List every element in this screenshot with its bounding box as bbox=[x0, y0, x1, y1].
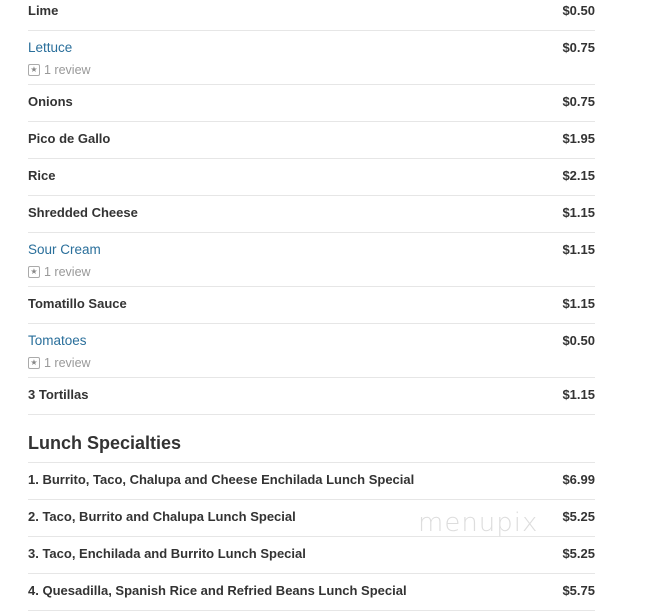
item-name[interactable]: Tomatoes bbox=[28, 333, 87, 348]
review-count[interactable]: ★ 1 review bbox=[28, 264, 595, 280]
item-price: $1.95 bbox=[562, 131, 595, 146]
section-heading: Lunch Specialties bbox=[28, 433, 182, 453]
item-price: $0.50 bbox=[562, 3, 595, 18]
item-name[interactable]: Lettuce bbox=[28, 40, 73, 55]
item-name: Pico de Gallo bbox=[28, 131, 111, 146]
menu-item: Onions $0.75 bbox=[28, 85, 595, 122]
item-name: Shredded Cheese bbox=[28, 205, 138, 220]
item-price: $6.99 bbox=[562, 472, 595, 487]
item-name: 2. Taco, Burrito and Chalupa Lunch Speci… bbox=[28, 509, 296, 524]
review-count[interactable]: ★ 1 review bbox=[28, 62, 595, 78]
item-name: 4. Quesadilla, Spanish Rice and Refried … bbox=[28, 583, 407, 598]
watermark: menupix bbox=[418, 508, 539, 538]
star-icon: ★ bbox=[28, 357, 40, 369]
review-count[interactable]: ★ 1 review bbox=[28, 355, 595, 371]
menu-section: Lime $0.50 Lettuce $0.75 ★ 1 review Onions $0.7… bbox=[28, 0, 595, 611]
menu-item: Lettuce $0.75 ★ 1 review bbox=[28, 31, 595, 85]
item-price: $0.75 bbox=[562, 40, 595, 55]
item-price: $5.25 bbox=[562, 509, 595, 524]
item-price: $0.75 bbox=[562, 94, 595, 109]
item-name: Tomatillo Sauce bbox=[28, 296, 127, 311]
item-price: $0.50 bbox=[562, 333, 595, 348]
item-price: $1.15 bbox=[562, 242, 595, 257]
menu-item: 2. Taco, Burrito and Chalupa Lunch Speci… bbox=[28, 500, 595, 537]
item-name: Rice bbox=[28, 168, 56, 183]
menu-item: 4. Quesadilla, Spanish Rice and Refried … bbox=[28, 574, 595, 611]
item-price: $5.25 bbox=[562, 546, 595, 561]
review-label: 1 review bbox=[44, 63, 91, 77]
menu-item: Tomatillo Sauce $1.15 bbox=[28, 287, 595, 324]
menu-item: Shredded Cheese $1.15 bbox=[28, 196, 595, 233]
star-icon: ★ bbox=[28, 266, 40, 278]
item-price: $1.15 bbox=[562, 296, 595, 311]
item-name: 3. Taco, Enchilada and Burrito Lunch Spe… bbox=[28, 546, 306, 561]
item-price: $5.75 bbox=[562, 583, 595, 598]
item-price: $1.15 bbox=[562, 387, 595, 402]
review-label: 1 review bbox=[44, 265, 91, 279]
menu-item: 3 Tortillas $1.15 bbox=[28, 378, 595, 415]
item-name: 3 Tortillas bbox=[28, 387, 89, 402]
menu-item: Lime $0.50 bbox=[28, 0, 595, 31]
menu-items-list: Lime $0.50 Lettuce $0.75 ★ 1 review Onions $0.7… bbox=[28, 0, 595, 415]
menu-item: Sour Cream $1.15 ★ 1 review bbox=[28, 233, 595, 287]
review-label: 1 review bbox=[44, 356, 91, 370]
item-name: Lime bbox=[28, 3, 59, 18]
menu-item: 3. Taco, Enchilada and Burrito Lunch Spe… bbox=[28, 537, 595, 574]
star-icon: ★ bbox=[28, 64, 40, 76]
item-price: $1.15 bbox=[562, 205, 595, 220]
item-name[interactable]: Sour Cream bbox=[28, 242, 101, 257]
menu-item: Tomatoes $0.50 ★ 1 review bbox=[28, 324, 595, 378]
menu-item: Rice $2.15 bbox=[28, 159, 595, 196]
menu-item: 1. Burrito, Taco, Chalupa and Cheese Enc… bbox=[28, 463, 595, 500]
item-name: Onions bbox=[28, 94, 73, 109]
item-name: 1. Burrito, Taco, Chalupa and Cheese Enc… bbox=[28, 472, 415, 487]
menu-item: Pico de Gallo $1.95 bbox=[28, 122, 595, 159]
item-price: $2.15 bbox=[562, 168, 595, 183]
